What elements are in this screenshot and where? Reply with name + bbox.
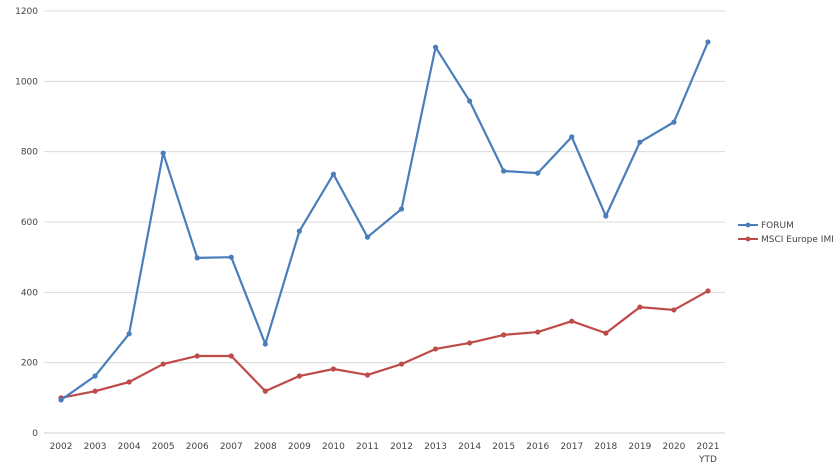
data-point xyxy=(637,304,643,310)
x-tick-label: 2019 xyxy=(628,442,651,452)
legend-label: MSCI Europe IMI xyxy=(761,235,834,245)
y-tick-label: 400 xyxy=(21,288,38,298)
data-point xyxy=(194,255,200,261)
data-point xyxy=(398,206,405,212)
y-tick-label: 600 xyxy=(21,218,38,228)
x-tick-label: 2008 xyxy=(254,442,277,452)
x-axis-ticks: 2002 2003 2004 2005 2006 2007 2008 2009 2010 2011… xyxy=(50,442,720,465)
data-point xyxy=(126,379,132,385)
y-tick-label: 200 xyxy=(21,359,38,369)
x-tick-label: 2005 xyxy=(152,442,175,452)
data-point xyxy=(194,353,200,359)
data-point xyxy=(671,307,677,313)
data-point xyxy=(535,329,541,335)
y-tick-label: 0 xyxy=(32,429,38,439)
legend-swatch-marker xyxy=(745,236,751,242)
data-point xyxy=(398,361,405,367)
data-point xyxy=(501,332,507,338)
x-tick-label: 2003 xyxy=(84,442,107,452)
series-group xyxy=(58,39,711,403)
x-tick-label: 2020 xyxy=(662,442,685,452)
data-point xyxy=(262,388,268,394)
data-point xyxy=(569,134,575,140)
data-point xyxy=(364,234,371,240)
data-point xyxy=(501,168,507,174)
data-point xyxy=(330,171,337,177)
data-point xyxy=(432,346,439,352)
data-point xyxy=(160,150,166,156)
x-tick-label: 2006 xyxy=(186,442,209,452)
data-point xyxy=(569,318,575,324)
x-tick-label: 2017 xyxy=(560,442,583,452)
data-point xyxy=(126,331,132,337)
data-point xyxy=(58,397,64,403)
data-point xyxy=(467,340,473,346)
legend-swatch-marker xyxy=(745,222,751,228)
data-point xyxy=(467,98,473,104)
data-point xyxy=(228,353,234,359)
data-point xyxy=(432,44,439,50)
series-line-1 xyxy=(60,289,709,399)
x-tick-label: 2014 xyxy=(458,442,481,452)
x-tick-label: 2015 xyxy=(492,442,515,452)
data-point xyxy=(160,361,166,367)
data-point xyxy=(603,330,609,336)
data-point xyxy=(296,228,302,234)
y-tick-label: 1000 xyxy=(15,77,38,87)
data-point xyxy=(637,139,643,145)
data-point xyxy=(262,341,268,347)
x-tick-label: 2016 xyxy=(526,442,549,452)
x-tick-sublabel: YTD xyxy=(698,455,717,465)
data-point xyxy=(330,366,337,372)
legend-label: FORUM xyxy=(761,221,794,231)
gridlines xyxy=(44,10,725,434)
data-point xyxy=(705,288,711,294)
x-tick-label: 2007 xyxy=(220,442,243,452)
x-tick-label: 2002 xyxy=(50,442,73,452)
data-point xyxy=(603,213,609,219)
series-line-0 xyxy=(60,41,709,401)
data-point xyxy=(364,372,371,378)
x-tick-label: 2021 xyxy=(697,442,720,452)
data-point xyxy=(535,170,541,176)
data-point xyxy=(705,39,711,45)
x-tick-label: 2010 xyxy=(322,442,345,452)
x-tick-label: 2018 xyxy=(594,442,617,452)
data-point xyxy=(296,373,302,379)
x-tick-label: 2011 xyxy=(356,442,379,452)
data-point xyxy=(671,119,677,125)
x-tick-label: 2013 xyxy=(424,442,447,452)
data-point xyxy=(92,373,98,379)
y-tick-label: 1200 xyxy=(15,7,38,17)
y-axis-ticks: 0 200 400 600 800 1000 1200 xyxy=(15,7,38,439)
data-point xyxy=(228,254,234,260)
data-point xyxy=(92,388,98,394)
x-tick-label: 2004 xyxy=(118,442,141,452)
x-tick-label: 2012 xyxy=(390,442,413,452)
legend: FORUM MSCI Europe IMI xyxy=(738,221,834,245)
y-tick-label: 800 xyxy=(21,148,38,158)
x-tick-label: 2009 xyxy=(288,442,311,452)
